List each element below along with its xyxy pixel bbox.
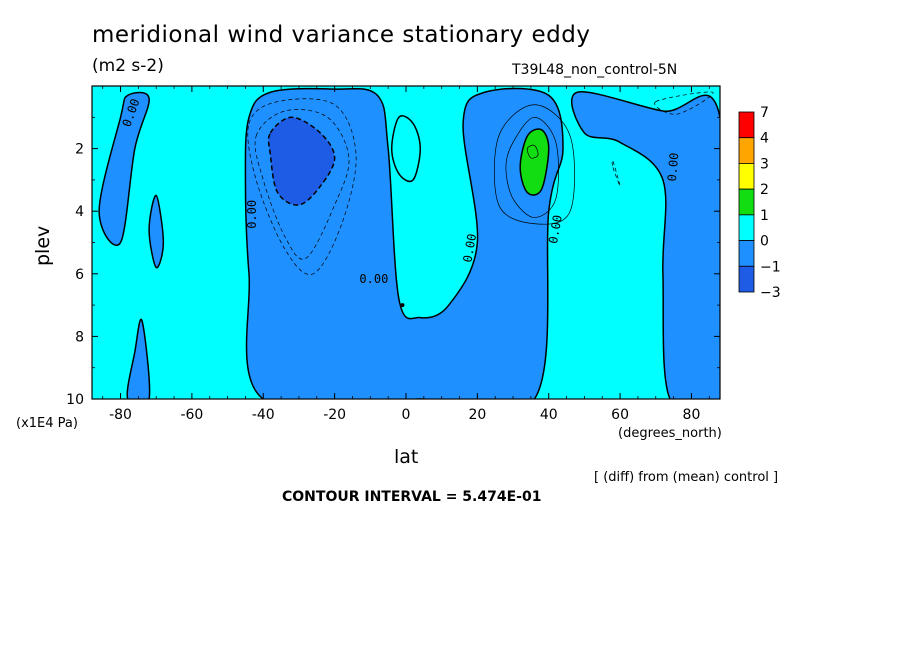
y-tick-label-3: 8 (75, 329, 84, 345)
colorbar-label-7: 7 (760, 105, 769, 121)
colorbar-label-5: 3 (760, 156, 769, 172)
x-tick-label-3: -20 (323, 407, 346, 423)
run-label: T39L48_non_control-5N (512, 62, 678, 78)
dashed-contour-3 (654, 91, 714, 115)
contour-region-5 (267, 116, 336, 206)
contour-point (400, 303, 405, 308)
contour-label-1: 0.00 (245, 200, 259, 229)
x-tick-label-8: 80 (683, 407, 701, 423)
x-axis-units: (degrees_north) (618, 426, 722, 441)
y-axis-label: plev (32, 225, 54, 266)
x-tick-label-7: 60 (611, 407, 629, 423)
colorbar-swatch-1 (738, 240, 755, 267)
contour-label-2: 0.00 (460, 233, 479, 264)
colorbar-label-0: −3 (760, 285, 781, 301)
colorbar-swatch-5 (738, 137, 755, 164)
x-tick-label-4: 0 (402, 407, 411, 423)
colorbar-label-3: 1 (760, 208, 769, 224)
y-tick-label-0: 2 (75, 142, 84, 158)
diff-note: [ (diff) from (mean) control ] (594, 470, 779, 485)
contour-region-4 (571, 91, 720, 399)
x-tick-label-2: -40 (252, 407, 275, 423)
colorbar-label-1: −1 (760, 259, 781, 275)
contour-region-1 (148, 194, 165, 269)
x-tick-label-0: -80 (109, 407, 132, 423)
y-tick-label-2: 6 (75, 267, 84, 283)
contour-label-4: 0.00 (665, 152, 681, 182)
contour-region-6 (519, 128, 550, 196)
x-tick-label-1: -60 (180, 407, 203, 423)
colorbar-label-4: 2 (760, 182, 769, 198)
dashed-contour-0 (254, 109, 350, 260)
thin-contour-2 (526, 144, 539, 159)
contour-label-5: 0.00 (359, 272, 388, 286)
contour-interval: CONTOUR INTERVAL = 5.474E-01 (282, 489, 542, 505)
y-axis-units: (x1E4 Pa) (16, 416, 78, 431)
colorbar-swatch-4 (738, 163, 755, 190)
y-tick-label-1: 4 (75, 204, 84, 220)
colorbar-swatch-0 (738, 265, 755, 293)
contour-region-2 (126, 318, 151, 399)
thin-contour-1 (494, 104, 575, 225)
contour-region-0 (98, 91, 150, 246)
x-tick-label-6: 40 (540, 407, 558, 423)
chart-title: meridional wind variance stationary eddy (92, 22, 591, 48)
chart-units: (m2 s-2) (92, 56, 164, 76)
y-tick-label-4: 10 (66, 392, 84, 408)
colorbar-swatch-6 (738, 111, 755, 139)
colorbar-swatch-3 (738, 188, 755, 216)
contour-label-3: 0.00 (546, 214, 565, 245)
contour-region-7 (390, 115, 422, 183)
colorbar-label-2: 0 (760, 234, 769, 250)
thin-contour-0 (505, 116, 559, 218)
dashed-contour-1 (247, 98, 357, 275)
x-tick-label-5: 20 (468, 407, 486, 423)
colorbar-label-6: 4 (760, 131, 769, 147)
x-axis-label: lat (394, 446, 419, 468)
colorbar-swatch-2 (738, 214, 755, 241)
